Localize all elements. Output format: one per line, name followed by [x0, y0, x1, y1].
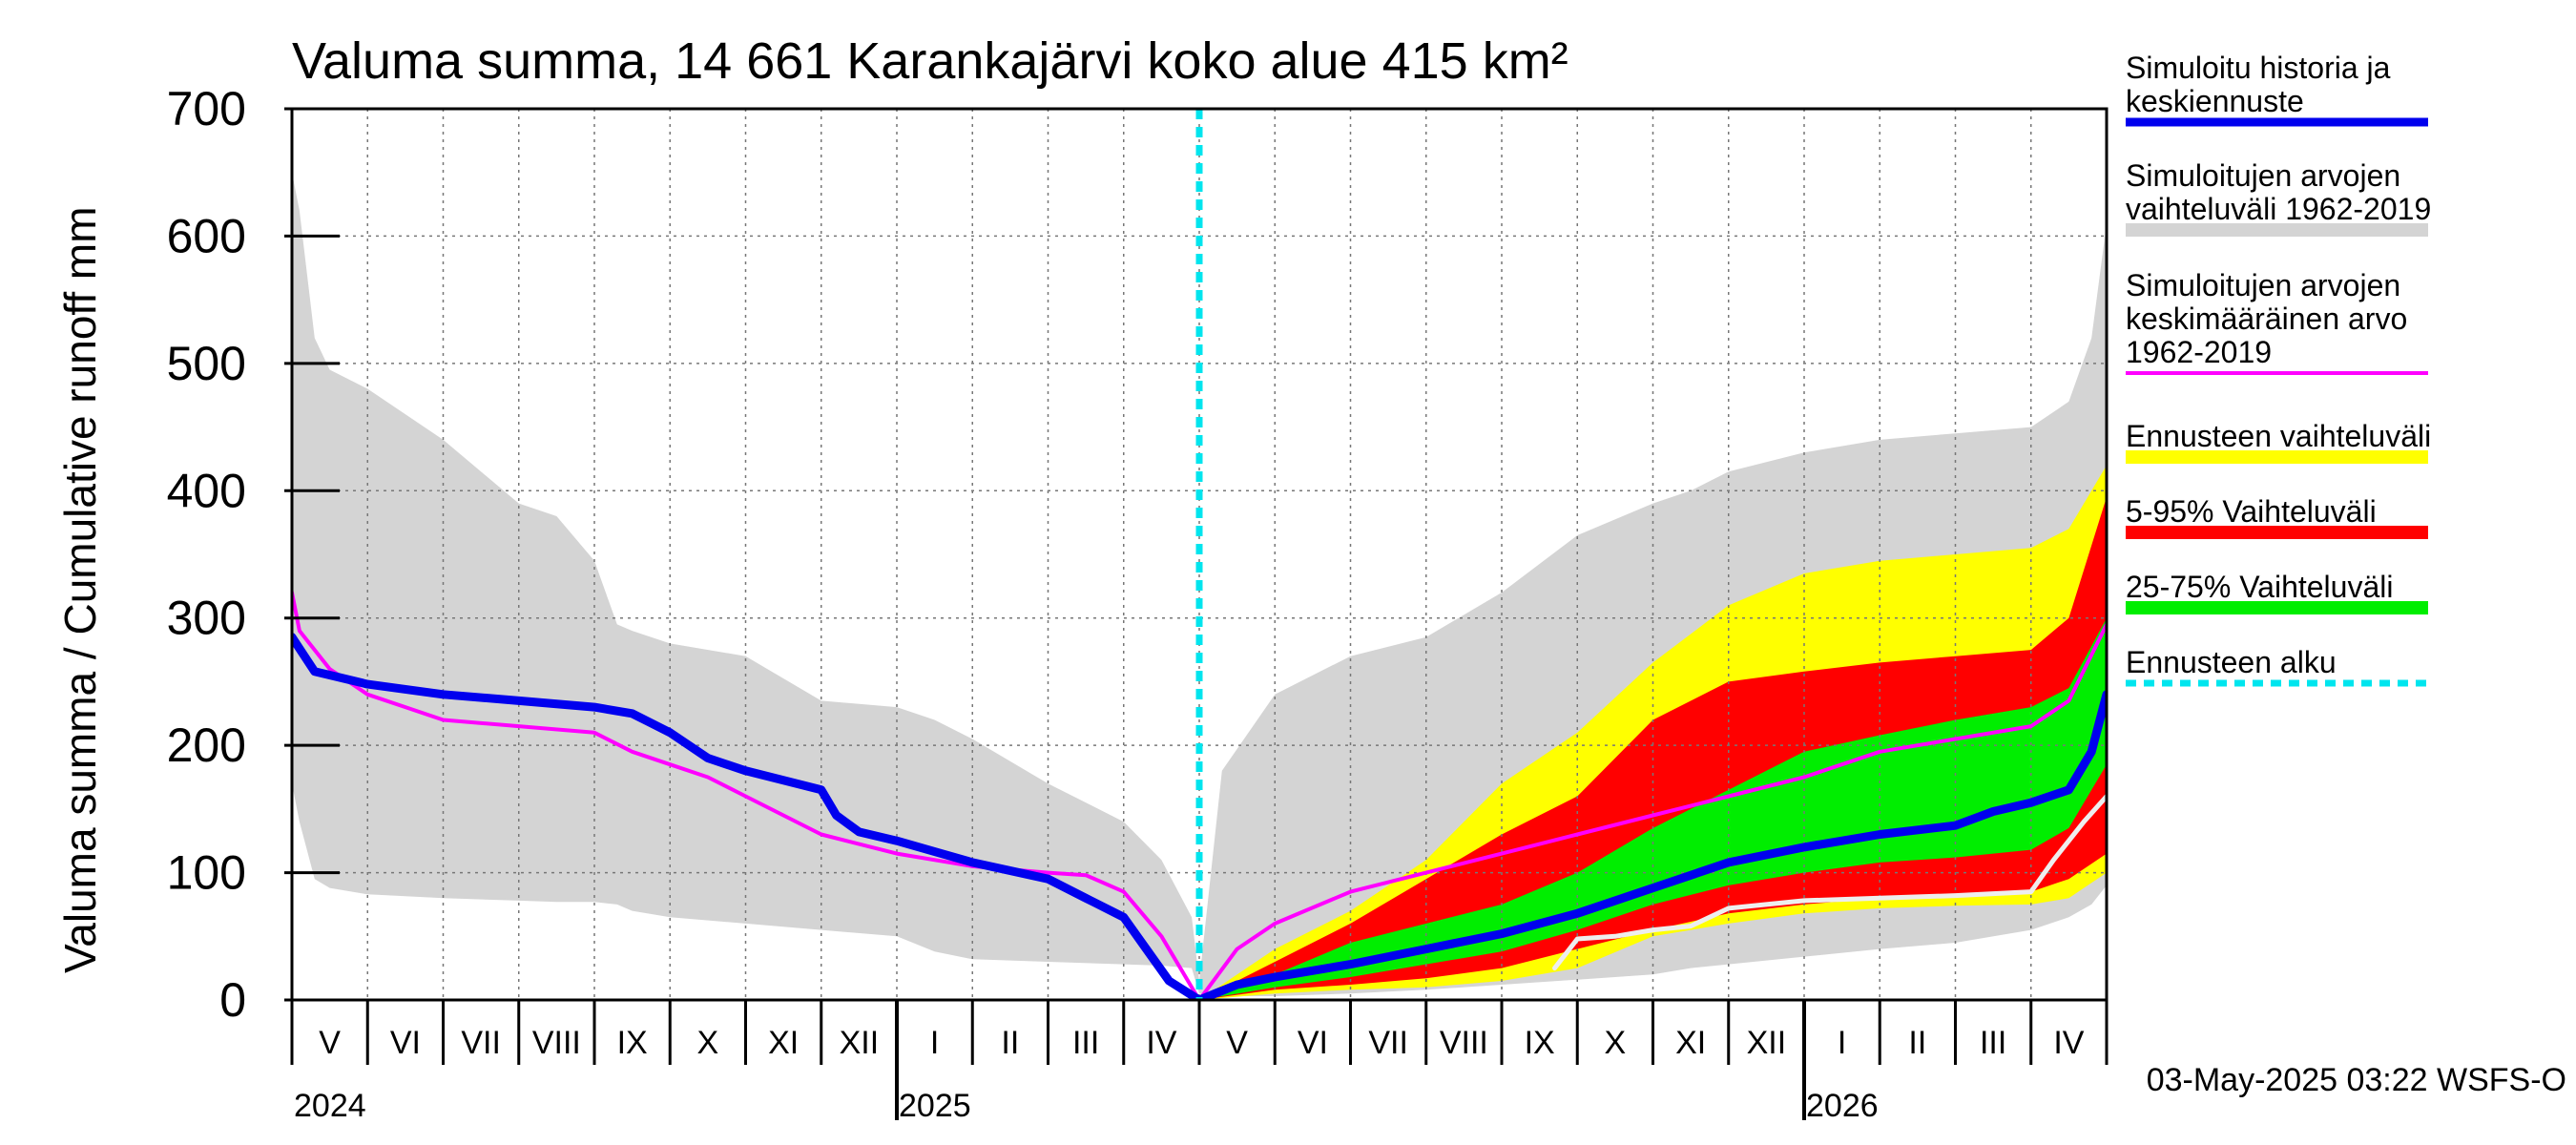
x-tick-label: I: [1838, 1025, 1846, 1061]
x-tick-label: XII: [1747, 1025, 1787, 1061]
x-tick-label: X: [697, 1025, 719, 1061]
x-tick-label: V: [319, 1025, 341, 1061]
x-tick-label: VII: [461, 1025, 501, 1061]
hist-mean-line: [292, 591, 2107, 1000]
year-label: 2024: [294, 1088, 366, 1124]
x-tick-label: VIII: [1440, 1025, 1488, 1061]
y-tick-label: 500: [167, 337, 246, 390]
forecast-mean-line: [292, 633, 2107, 1000]
x-tick-label: V: [1226, 1025, 1248, 1061]
x-tick-label: IV: [1146, 1025, 1176, 1061]
x-tick-label: IX: [1525, 1025, 1555, 1061]
legend-label: Simuloitu historia ja: [2126, 51, 2391, 85]
x-tick-label: VII: [1368, 1025, 1408, 1061]
y-tick-label: 600: [167, 209, 246, 262]
year-label: 2025: [899, 1088, 971, 1124]
x-tick-label: XII: [840, 1025, 880, 1061]
chart-title: Valuma summa, 14 661 Karankajärvi koko a…: [292, 32, 1568, 90]
x-tick-label: X: [1605, 1025, 1627, 1061]
x-tick-label: I: [930, 1025, 939, 1061]
x-tick-label: III: [1072, 1025, 1099, 1061]
legend-label: Simuloitujen arvojen: [2126, 268, 2400, 302]
x-tick-label: VI: [1298, 1025, 1328, 1061]
p25-75-band: [1199, 617, 2107, 1000]
legend-label: vaihteluväli 1962-2019: [2126, 192, 2431, 226]
x-tick-label: XI: [768, 1025, 799, 1061]
legend-label: keskiennuste: [2126, 84, 2304, 118]
y-tick-label: 400: [167, 464, 246, 517]
legend-label: Ennusteen alku: [2126, 645, 2337, 679]
x-tick-label: IV: [2053, 1025, 2084, 1061]
x-tick-label: VIII: [532, 1025, 581, 1061]
x-tick-label: III: [1980, 1025, 2006, 1061]
year-label: 2026: [1806, 1088, 1879, 1124]
y-axis-label: Valuma summa / Cumulative runoff mm: [55, 206, 105, 973]
y-tick-label: 0: [219, 973, 246, 1027]
y-tick-label: 300: [167, 592, 246, 645]
x-tick-label: VI: [390, 1025, 421, 1061]
legend-label: Ennusteen vaihteluväli: [2126, 419, 2431, 453]
timestamp-label: 03-May-2025 03:22 WSFS-O: [2147, 1062, 2566, 1098]
legend-label: keskimääräinen arvo: [2126, 302, 2407, 336]
x-tick-label: II: [1908, 1025, 1926, 1061]
x-tick-label: IX: [617, 1025, 648, 1061]
y-tick-label: 100: [167, 846, 246, 900]
x-tick-label: II: [1001, 1025, 1019, 1061]
y-tick-label: 200: [167, 718, 246, 772]
x-tick-label: XI: [1675, 1025, 1706, 1061]
legend-label: 25-75% Vaihteluväli: [2126, 570, 2393, 604]
legend-label: Simuloitujen arvojen: [2126, 158, 2400, 193]
white-line: [1552, 794, 2107, 971]
legend-label: 1962-2019: [2126, 335, 2272, 369]
legend-label: 5-95% Vaihteluväli: [2126, 494, 2377, 529]
y-tick-label: 700: [167, 82, 246, 135]
series-lines: [292, 109, 2107, 1000]
